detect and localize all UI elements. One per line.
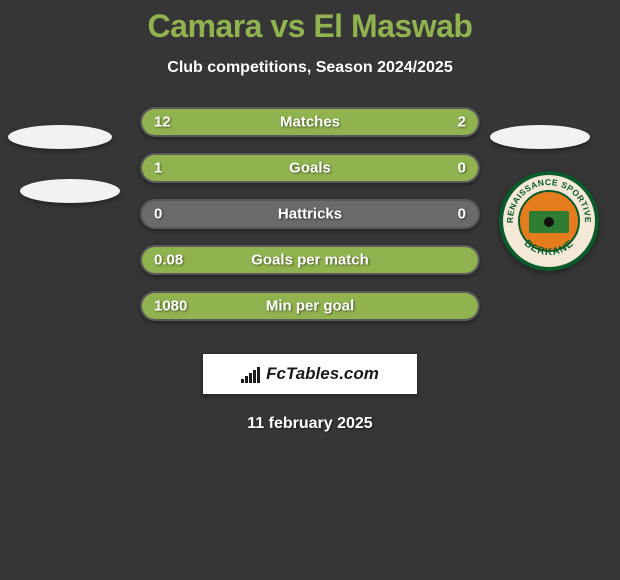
stat-fill-left — [142, 109, 401, 135]
stat-fill-right — [401, 109, 478, 135]
stat-label: Matches — [280, 114, 340, 131]
player1-silhouette-top — [8, 125, 112, 149]
subtitle: Club competitions, Season 2024/2025 — [0, 59, 620, 77]
brand-box: FcTables.com — [202, 353, 418, 395]
stat-value-left: 0 — [154, 206, 162, 223]
stat-value-left: 0.08 — [154, 252, 183, 269]
player2-silhouette-top — [490, 125, 590, 149]
stat-value-right: 0 — [458, 206, 466, 223]
vs-label: vs — [270, 8, 305, 44]
stat-value-left: 1080 — [154, 298, 187, 315]
stat-row: 1080 Min per goal — [0, 291, 620, 337]
page-title: Camara vs El Maswab — [0, 0, 620, 45]
brand-bars-icon — [241, 365, 260, 383]
player1-name: Camara — [148, 8, 262, 44]
stat-value-left: 12 — [154, 114, 171, 131]
infographic-root: Camara vs El Maswab Club competitions, S… — [0, 0, 620, 433]
stat-bar: 1 0 Goals — [140, 153, 480, 183]
stat-bar: 0.08 Goals per match — [140, 245, 480, 275]
club-badge-berkane: RENAISSANCE SPORTIVE BERKANE — [499, 171, 599, 271]
stat-label: Min per goal — [266, 298, 354, 315]
stat-value-left: 1 — [154, 160, 162, 177]
stat-label: Goals — [289, 160, 331, 177]
stat-bar: 1080 Min per goal — [140, 291, 480, 321]
stat-bar: 12 2 Matches — [140, 107, 480, 137]
stat-value-right: 2 — [458, 114, 466, 131]
footer-date: 11 february 2025 — [0, 415, 620, 433]
stat-bar: 0 0 Hattricks — [140, 199, 480, 229]
player1-silhouette-mid — [20, 179, 120, 203]
player2-name: El Maswab — [313, 8, 472, 44]
stat-label: Goals per match — [251, 252, 369, 269]
stat-value-right: 0 — [458, 160, 466, 177]
brand-text: FcTables.com — [266, 364, 379, 384]
stat-label: Hattricks — [278, 206, 342, 223]
